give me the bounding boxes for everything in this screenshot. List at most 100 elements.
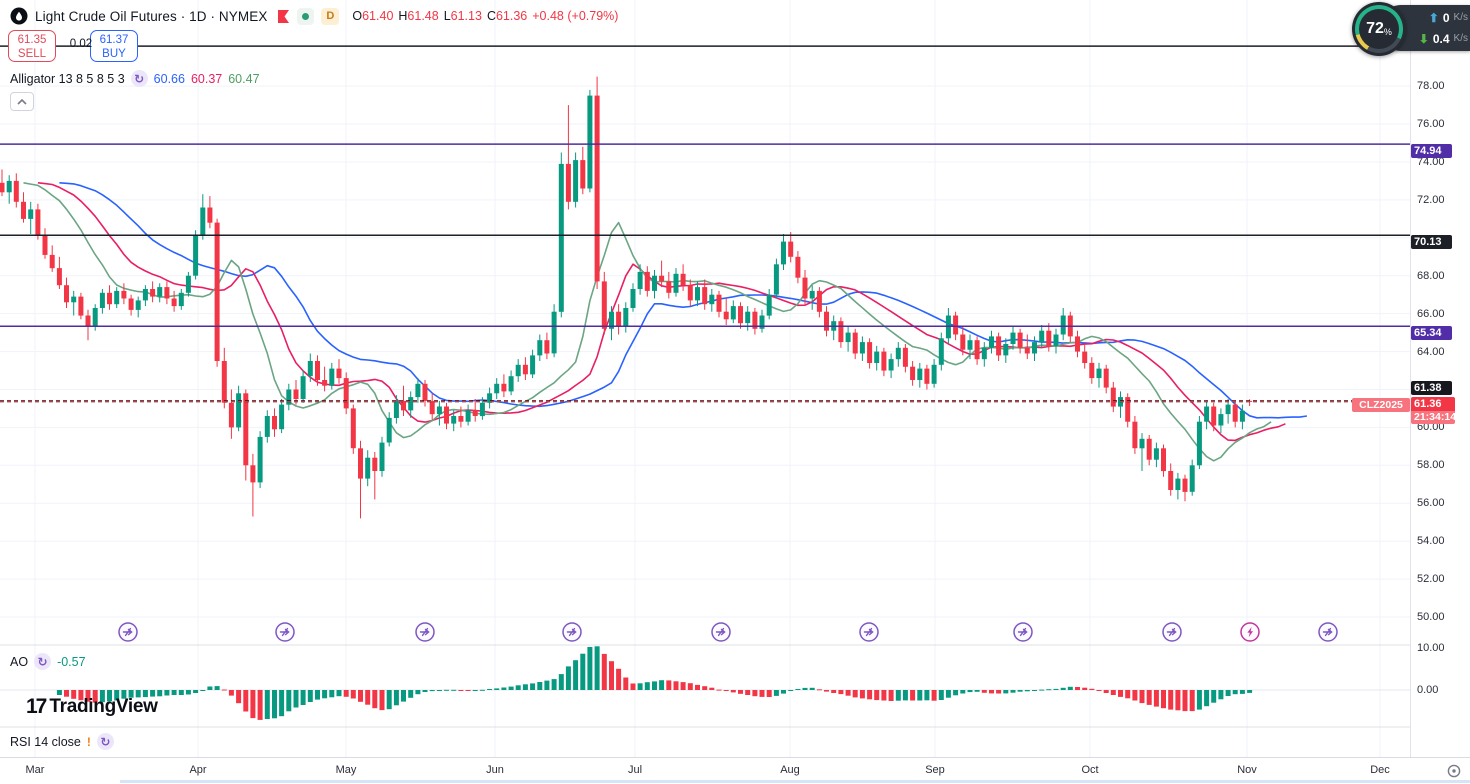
candle-body bbox=[1182, 478, 1188, 492]
ao-bar bbox=[451, 689, 457, 691]
candle-body bbox=[637, 271, 643, 289]
ao-bar bbox=[967, 690, 973, 693]
candle-body bbox=[193, 235, 199, 276]
change-value: +0.48 (+0.79%) bbox=[532, 9, 619, 23]
contract-rollover-icon[interactable] bbox=[415, 622, 435, 642]
ao-bar bbox=[200, 690, 206, 691]
symbol-title[interactable]: Light Crude Oil Futures · 1D · NYMEX bbox=[35, 8, 268, 24]
rsi-label: RSI 14 close bbox=[10, 734, 81, 749]
ao-bar bbox=[1139, 690, 1145, 704]
ao-bar bbox=[128, 690, 134, 698]
warning-icon[interactable]: ! bbox=[86, 734, 91, 749]
candle-body bbox=[164, 287, 170, 299]
candle-body bbox=[1082, 351, 1088, 363]
candle-body bbox=[1096, 368, 1102, 379]
candle-body bbox=[200, 207, 206, 236]
candle-body bbox=[293, 389, 299, 399]
buy-button[interactable]: 61.37 BUY bbox=[90, 30, 138, 62]
contract-rollover-icon[interactable] bbox=[275, 622, 295, 642]
candle-body bbox=[967, 340, 973, 350]
ao-bar bbox=[702, 686, 708, 690]
ao-bar bbox=[422, 690, 428, 692]
candle-body bbox=[236, 393, 242, 428]
ao-bar bbox=[501, 687, 507, 690]
rsi-indicator-row[interactable]: RSI 14 close ! ↻ bbox=[10, 733, 114, 750]
candle-body bbox=[257, 436, 263, 483]
ao-bar bbox=[1182, 690, 1188, 712]
contract-rollover-icon[interactable] bbox=[711, 622, 731, 642]
candle-body bbox=[13, 180, 19, 202]
ao-bar bbox=[838, 690, 844, 695]
time-axis[interactable]: Mar Apr May Jun Jul Aug Sep Oct Nov Dec bbox=[0, 757, 1470, 784]
alligator-indicator-row[interactable]: Alligator 13 8 5 8 5 3 ↻ 60.66 60.37 60.… bbox=[10, 70, 260, 87]
candle-body bbox=[1103, 368, 1109, 388]
month-label-jun: Jun bbox=[486, 764, 504, 776]
candle-body bbox=[1175, 478, 1181, 490]
bottom-loading-strip bbox=[120, 780, 1470, 783]
contract-rollover-icon[interactable] bbox=[1318, 622, 1338, 642]
contract-rollover-icon[interactable] bbox=[1013, 622, 1033, 642]
ao-bar bbox=[508, 686, 514, 690]
candle-body bbox=[1024, 347, 1030, 354]
ao-bar bbox=[766, 690, 772, 697]
candle-body bbox=[264, 416, 270, 437]
candle-body bbox=[472, 410, 478, 416]
refresh-icon[interactable]: ↻ bbox=[130, 70, 148, 87]
contract-rollover-icon[interactable] bbox=[859, 622, 879, 642]
ao-bar bbox=[1003, 690, 1009, 694]
candle-body bbox=[623, 308, 629, 327]
ao-bar bbox=[343, 690, 349, 697]
candle-body bbox=[1139, 438, 1145, 449]
candle-body bbox=[924, 368, 930, 384]
candlestick-chart[interactable] bbox=[0, 0, 1410, 757]
settings-icon[interactable] bbox=[1446, 763, 1462, 779]
candle-body bbox=[1003, 344, 1009, 356]
network-speed-widget[interactable]: 72 % ⬆ 0 K/s ⬇ 0.4 K/s bbox=[1352, 2, 1470, 56]
ao-bar bbox=[1161, 690, 1166, 709]
candle-body bbox=[121, 290, 127, 299]
ao-indicator-row[interactable]: AO ↻ -0.57 bbox=[10, 653, 86, 670]
ao-bar bbox=[1017, 690, 1023, 692]
ao-bar bbox=[738, 690, 743, 694]
ao-bar bbox=[1218, 690, 1224, 700]
candle-body bbox=[601, 281, 607, 329]
flag-icon[interactable] bbox=[278, 9, 290, 23]
month-label-apr: Apr bbox=[189, 764, 207, 776]
refresh-icon[interactable]: ↻ bbox=[34, 653, 52, 670]
ao-bar bbox=[867, 690, 873, 700]
lightning-event-icon[interactable] bbox=[1240, 622, 1260, 642]
candle-body bbox=[221, 361, 227, 403]
ao-bar bbox=[895, 690, 901, 701]
candle-body bbox=[322, 380, 328, 386]
contract-rollover-icon[interactable] bbox=[118, 622, 138, 642]
alligator-lips-value: 60.47 bbox=[228, 71, 260, 86]
price-level-badge: 65.34 bbox=[1411, 326, 1452, 340]
current-price-value: 61.36 bbox=[1411, 397, 1455, 411]
candle-body bbox=[558, 163, 564, 312]
ao-bar bbox=[1103, 690, 1109, 693]
timeframe-badge[interactable]: D bbox=[321, 7, 340, 25]
ao-bar bbox=[228, 690, 234, 696]
ao-bar bbox=[336, 690, 342, 697]
tradingview-logo[interactable]: 17 TradingView bbox=[26, 695, 158, 719]
ao-bar bbox=[365, 690, 371, 705]
sell-button[interactable]: 61.35 SELL bbox=[8, 30, 56, 62]
month-label-oct: Oct bbox=[1081, 764, 1099, 776]
refresh-icon[interactable]: ↻ bbox=[96, 733, 114, 750]
price-axis[interactable]: 78.00 76.00 74.00 72.00 68.00 66.00 64.00 60.00… bbox=[1410, 0, 1470, 757]
candle-body bbox=[114, 290, 120, 305]
contract-rollover-icon[interactable] bbox=[562, 622, 582, 642]
collapse-pane-button[interactable] bbox=[10, 92, 34, 111]
candle-body bbox=[917, 368, 923, 380]
ao-bar bbox=[415, 690, 421, 695]
ao-bar bbox=[1196, 690, 1202, 710]
contract-rollover-icon[interactable] bbox=[1162, 622, 1182, 642]
candle-body bbox=[773, 264, 779, 295]
ao-bar bbox=[393, 690, 399, 706]
candle-body bbox=[859, 342, 865, 354]
price-tick-label: 76.00 bbox=[1417, 118, 1445, 130]
ao-bar bbox=[107, 690, 112, 702]
ao-label: AO bbox=[10, 654, 29, 669]
candle-body bbox=[587, 95, 593, 189]
